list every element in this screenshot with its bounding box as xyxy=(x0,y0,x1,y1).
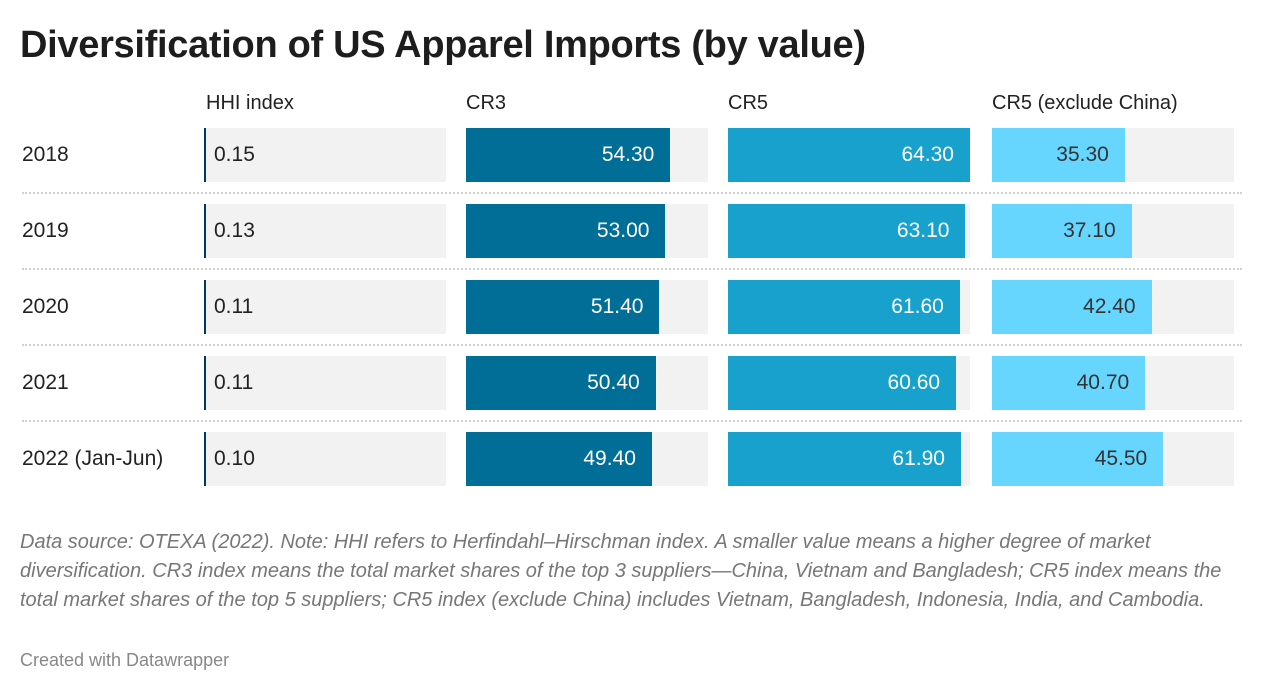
row-divider xyxy=(22,420,1242,422)
table-cell: 50.40 xyxy=(466,356,708,410)
value-label: 0.13 xyxy=(214,219,255,242)
bar xyxy=(728,128,970,182)
table-cell: 51.40 xyxy=(466,280,708,334)
bar xyxy=(728,356,957,410)
table-cell: 45.50 xyxy=(992,432,1234,486)
column-header[interactable]: HHI index xyxy=(206,92,294,114)
table-cell: 0.11 xyxy=(204,280,446,334)
value-label: 61.60 xyxy=(891,295,944,318)
table-cell: 40.70 xyxy=(992,356,1234,410)
row-label: 2018 xyxy=(22,143,69,166)
table-cell: 60.60 xyxy=(728,356,970,410)
value-label: 63.10 xyxy=(896,219,950,242)
value-label: 53.00 xyxy=(596,219,650,242)
credit-link[interactable]: Created with Datawrapper xyxy=(20,650,230,670)
bar xyxy=(466,356,656,410)
value-label: 42.40 xyxy=(1083,295,1136,318)
value-label: 0.11 xyxy=(214,295,254,318)
bar xyxy=(466,432,652,486)
bar xyxy=(204,204,206,258)
bar xyxy=(992,280,1152,334)
table-cell: 0.13 xyxy=(204,204,446,258)
value-label: 0.15 xyxy=(214,143,255,166)
table-cell: 63.10 xyxy=(728,204,970,258)
row-label: 2022 (Jan-Jun) xyxy=(22,447,164,470)
value-label: 45.50 xyxy=(1094,447,1148,470)
chart-title: Diversification of US Apparel Imports (b… xyxy=(20,24,866,66)
bar xyxy=(992,128,1125,182)
value-label: 64.30 xyxy=(901,143,954,166)
table-cell: 54.30 xyxy=(466,128,708,182)
value-label: 40.70 xyxy=(1076,371,1130,394)
table-cell: 53.00 xyxy=(466,204,708,258)
table-cell: 49.40 xyxy=(466,432,708,486)
row-label: 2019 xyxy=(22,219,69,242)
row-label: 2021 xyxy=(22,371,69,394)
table-cell: 37.10 xyxy=(992,204,1234,258)
bar xyxy=(204,432,206,486)
value-label: 51.40 xyxy=(590,295,644,318)
table-cell: 35.30 xyxy=(992,128,1234,182)
bar xyxy=(728,280,960,334)
value-label: 49.40 xyxy=(583,447,636,470)
bar xyxy=(204,356,206,410)
bar xyxy=(204,280,206,334)
bar xyxy=(466,204,666,258)
value-label: 0.10 xyxy=(214,447,255,470)
value-label: 60.60 xyxy=(887,371,941,394)
row-divider xyxy=(22,192,1242,194)
value-label: 50.40 xyxy=(587,371,640,394)
table-cell: 0.10 xyxy=(204,432,446,486)
bar xyxy=(992,432,1164,486)
table-cell: 0.15 xyxy=(204,128,446,182)
chart-notes: Data source: OTEXA (2022). Note: HHI ref… xyxy=(20,531,1222,611)
row-label: 2020 xyxy=(22,295,69,318)
bar xyxy=(204,128,206,182)
bar xyxy=(992,356,1146,410)
value-label: 35.30 xyxy=(1056,143,1109,166)
column-header[interactable]: CR3 xyxy=(466,92,507,114)
value-label: 61.90 xyxy=(892,447,945,470)
table-cell: 0.11 xyxy=(204,356,446,410)
value-label: 0.11 xyxy=(214,371,254,394)
row-divider xyxy=(22,268,1242,270)
bar xyxy=(728,432,961,486)
value-label: 37.10 xyxy=(1063,219,1116,242)
bar xyxy=(466,280,660,334)
bar xyxy=(992,204,1132,258)
column-header[interactable]: CR5 xyxy=(728,92,769,114)
table-cell: 61.90 xyxy=(728,432,970,486)
table-cell: 61.60 xyxy=(728,280,970,334)
table-cell: 42.40 xyxy=(992,280,1234,334)
column-header[interactable]: CR5 (exclude China) xyxy=(992,92,1178,114)
value-label: 54.30 xyxy=(601,143,655,166)
bar xyxy=(728,204,966,258)
row-divider xyxy=(22,344,1242,346)
bar xyxy=(466,128,671,182)
table-cell: 64.30 xyxy=(728,128,970,182)
